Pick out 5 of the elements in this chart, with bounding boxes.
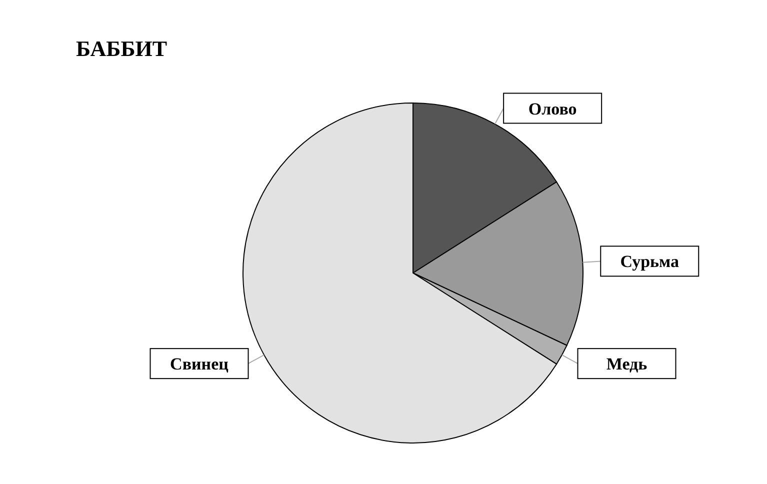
slice-label: Свинец (170, 354, 229, 374)
legend-label: Медь (606, 354, 648, 374)
slice-label: Олово (528, 99, 577, 118)
slice-label: Сурьма (620, 252, 680, 272)
chart-title: БАББИТ (76, 36, 168, 62)
